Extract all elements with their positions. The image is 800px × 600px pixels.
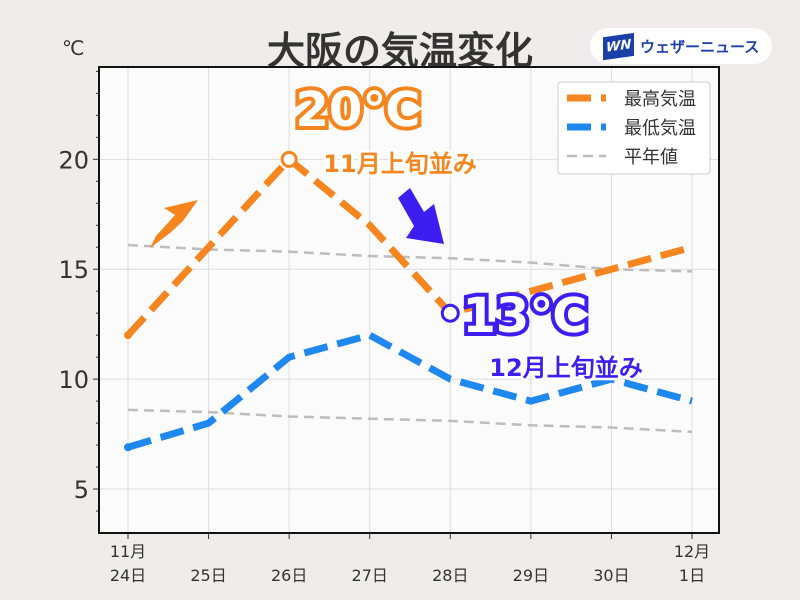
x-tick-label: 26日: [271, 566, 307, 585]
x-tick-label: 27日: [352, 566, 388, 585]
high-peak-marker: [280, 150, 298, 168]
x-tick-label: 30日: [593, 566, 629, 585]
y-tick-label: 5: [74, 476, 89, 504]
legend-label: 平年値: [624, 147, 678, 168]
x-tick-label: 29日: [513, 566, 549, 585]
low-note-label: 12月上旬並み: [489, 354, 642, 382]
high-value-label: 20℃: [296, 82, 421, 138]
down-arrow-icon: [398, 188, 444, 244]
series-start-point: [124, 443, 132, 452]
y-tick-label: 20: [58, 146, 89, 174]
x-tick-label: 1日: [679, 566, 705, 585]
series-line-平年値: [127, 408, 693, 434]
chart-title: 大阪の気温変化: [266, 29, 533, 73]
series-line-最低気温: [126, 331, 693, 451]
up-arrow-icon: [150, 200, 198, 248]
x-tick-label: 28日: [432, 566, 468, 585]
series-line-最高気温: [125, 154, 693, 338]
x-tick-label: 25日: [190, 566, 226, 585]
high-low-marker: [440, 303, 460, 323]
legend-box: [557, 81, 711, 175]
legend-label: 最高気温: [624, 89, 696, 110]
y-tick-label: 10: [58, 366, 89, 394]
low-value-label: 13℃: [463, 288, 588, 344]
plot-border: [98, 66, 720, 534]
x-tick-label: 24日: [110, 566, 146, 585]
high-note-label: 11月上旬並み: [323, 150, 476, 178]
y-tick-label: 15: [58, 256, 89, 284]
x-tick-label-month: 11月: [110, 542, 146, 561]
legend-label: 最低気温: [624, 118, 696, 139]
weathernews-logo: WN ウェザーニュース: [590, 28, 772, 64]
x-tick-label-month: 12月: [674, 542, 710, 561]
series-line-平年値: [127, 243, 693, 273]
series-start-point: [124, 331, 132, 340]
logo-text: ウェザーニュース: [639, 37, 760, 56]
y-axis-unit: ℃: [62, 36, 85, 60]
